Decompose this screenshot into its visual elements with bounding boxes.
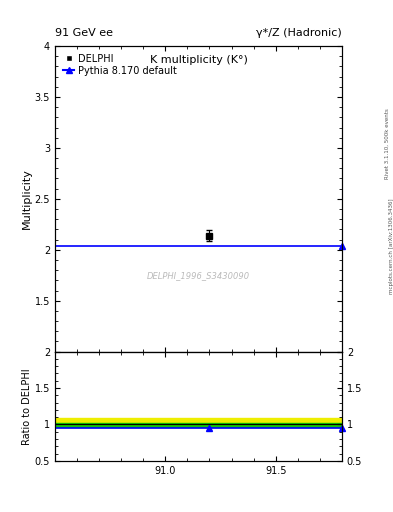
Y-axis label: Ratio to DELPHI: Ratio to DELPHI xyxy=(22,368,32,444)
Text: mcplots.cern.ch [arXiv:1306.3436]: mcplots.cern.ch [arXiv:1306.3436] xyxy=(389,198,393,293)
Legend: DELPHI, Pythia 8.170 default: DELPHI, Pythia 8.170 default xyxy=(60,51,180,79)
Text: K multiplicity (K°): K multiplicity (K°) xyxy=(149,55,248,65)
Y-axis label: Multiplicity: Multiplicity xyxy=(22,168,32,229)
Bar xyxy=(55,423,342,426)
Text: 91 GeV ee: 91 GeV ee xyxy=(55,28,113,38)
Text: Rivet 3.1.10, 500k events: Rivet 3.1.10, 500k events xyxy=(385,108,389,179)
Text: γ*/Z (Hadronic): γ*/Z (Hadronic) xyxy=(256,28,342,38)
Bar xyxy=(55,418,342,425)
Text: DELPHI_1996_S3430090: DELPHI_1996_S3430090 xyxy=(147,271,250,280)
